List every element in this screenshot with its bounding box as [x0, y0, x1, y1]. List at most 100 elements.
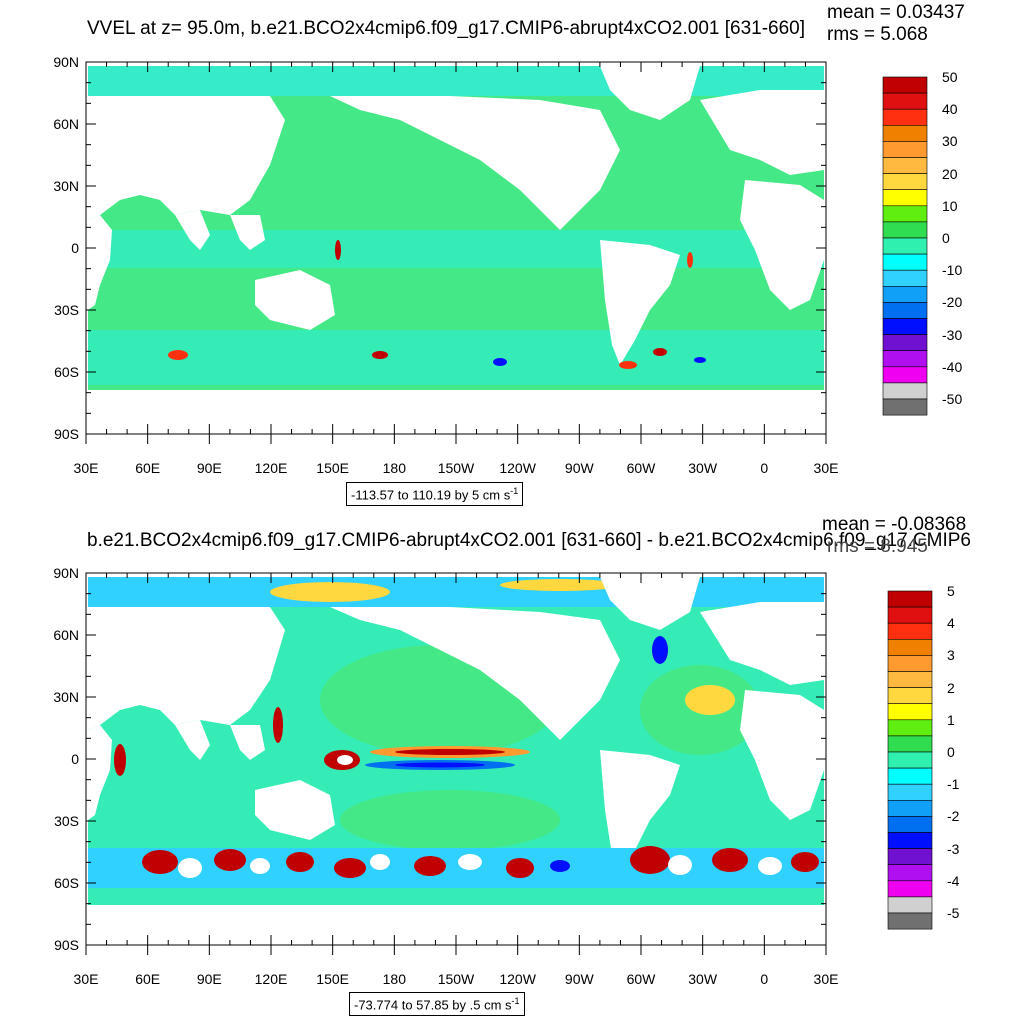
- colorbar-swatch: [887, 590, 933, 608]
- colorbar-swatch: [887, 606, 933, 624]
- lat-label: 30N: [53, 689, 79, 705]
- lon-label: 60W: [626, 460, 656, 476]
- lon-label: 30E: [813, 460, 839, 476]
- panel-title: b.e21.BCO2x4cmip6.f09_g17.CMIP6-abrupt4x…: [87, 530, 972, 551]
- contour-info-box: -73.774 to 57.85 by .5 cm s-1: [349, 992, 525, 1017]
- lat-label: 90S: [54, 426, 79, 442]
- lat-label: 60S: [54, 875, 79, 891]
- colorbar-label: -50: [942, 391, 963, 407]
- contour-info-box: -113.57 to 110.19 by 5 cm s-1: [346, 482, 524, 507]
- contour-info-text: -113.57 to 110.19 by 5 cm s: [351, 487, 511, 503]
- colorbar-swatch: [887, 912, 933, 930]
- colorbar-label: 30: [942, 133, 958, 150]
- colorbar-swatch: [887, 864, 933, 882]
- lat-label: 30S: [54, 813, 79, 829]
- colorbar-swatch: [887, 703, 933, 721]
- colorbar-label: 5: [947, 583, 955, 599]
- lon-label: 150E: [316, 971, 349, 987]
- lon-label: 90E: [196, 971, 222, 987]
- colorbar-swatch: [887, 880, 933, 898]
- rms-label: rms = 5.068: [827, 24, 928, 45]
- colorbar-swatch: [887, 816, 933, 833]
- colorbar-label: -2: [947, 808, 960, 825]
- lon-label: 90W: [564, 460, 594, 476]
- colorbar-swatch: [887, 832, 933, 849]
- colorbar-label: 0: [942, 230, 950, 246]
- colorbar-swatch: [887, 751, 933, 769]
- contour-info-unit-exponent: -1: [510, 486, 519, 496]
- lat-label: 90N: [53, 54, 79, 70]
- lat-label: 90N: [53, 565, 79, 581]
- contour-info-text: -73.774 to 57.85 by .5 cm s: [354, 997, 512, 1013]
- land-masses: [88, 577, 824, 945]
- lon-label: 180: [382, 971, 406, 987]
- colorbar-label: 2: [947, 679, 955, 696]
- lon-label: 30W: [688, 971, 718, 987]
- colorbar-label: 10: [942, 197, 958, 214]
- colorbar-label: 0: [947, 744, 955, 760]
- colorbar-swatch: [887, 848, 933, 866]
- colorbar-swatch: [887, 896, 933, 914]
- colorbar-swatch: [887, 671, 933, 688]
- colorbar-label: 3: [947, 647, 955, 664]
- lon-label: 0: [760, 460, 769, 476]
- colorbar-swatch: [887, 783, 933, 801]
- lon-label: 120E: [254, 971, 288, 987]
- colorbar-label: -3: [947, 840, 960, 857]
- lat-label: 60N: [53, 116, 79, 132]
- colorbar-label: -10: [942, 262, 963, 279]
- lat-label: 0: [71, 240, 79, 256]
- lat-label: 0: [71, 751, 79, 767]
- colorbar-label: -30: [942, 326, 963, 343]
- lon-label: 30W: [688, 460, 718, 476]
- colorbar-swatch: [887, 767, 933, 785]
- eddy-features: [168, 240, 706, 369]
- colorbar-swatch: [887, 735, 933, 753]
- colorbar-swatch: [882, 398, 928, 416]
- equatorial-band: [88, 230, 824, 268]
- colorbar-label: -5: [947, 905, 960, 921]
- lon-label: 120W: [499, 971, 536, 987]
- lat-label: 90S: [54, 937, 79, 953]
- lon-label: 150W: [437, 971, 475, 987]
- colorbar-swatch: [887, 800, 933, 817]
- colorbar-bottom: [887, 590, 933, 930]
- lon-label: 120E: [254, 460, 288, 476]
- colorbar-top: [882, 76, 928, 416]
- lat-label: 60N: [53, 627, 79, 643]
- contour-info-unit-exponent: -1: [511, 996, 520, 1006]
- colorbar-label: 50: [942, 69, 958, 85]
- lon-label: 150W: [437, 460, 475, 476]
- lon-label: 30E: [73, 971, 99, 987]
- lon-label: 30E: [813, 971, 839, 987]
- lon-label: 60E: [135, 460, 161, 476]
- lon-label: 150E: [316, 460, 349, 476]
- colorbar-swatch: [887, 719, 933, 737]
- colorbar-swatch: [887, 638, 933, 656]
- panel-title: VVEL at z= 95.0m, b.e21.BCO2x4cmip6.f09_…: [87, 18, 806, 39]
- rms-label: rms = 8.945: [827, 536, 928, 557]
- mean-label: mean = -0.08368: [822, 514, 967, 535]
- eddy-features: [88, 636, 824, 888]
- lon-label: 60E: [135, 971, 161, 987]
- colorbar-label: 20: [942, 165, 958, 182]
- colorbar-swatch: [887, 687, 933, 704]
- colorbar-label: 40: [942, 101, 958, 118]
- lat-label: 30N: [53, 178, 79, 194]
- lon-label: 60W: [626, 971, 656, 987]
- lon-label: 180: [382, 460, 406, 476]
- colorbar-label: -40: [942, 358, 963, 375]
- colorbar-swatch: [887, 622, 933, 640]
- lon-label: 30E: [73, 460, 99, 476]
- lat-label: 60S: [54, 364, 79, 380]
- land-masses: [88, 66, 824, 434]
- colorbar-label: 4: [947, 615, 955, 632]
- colorbar-label: -4: [947, 872, 960, 889]
- lon-label: 0: [760, 971, 769, 987]
- lon-label: 90E: [196, 460, 222, 476]
- mean-label: mean = 0.03437: [827, 2, 965, 23]
- colorbar-label: -20: [942, 294, 963, 311]
- colorbar-label: 1: [947, 711, 955, 728]
- lat-label: 30S: [54, 302, 79, 318]
